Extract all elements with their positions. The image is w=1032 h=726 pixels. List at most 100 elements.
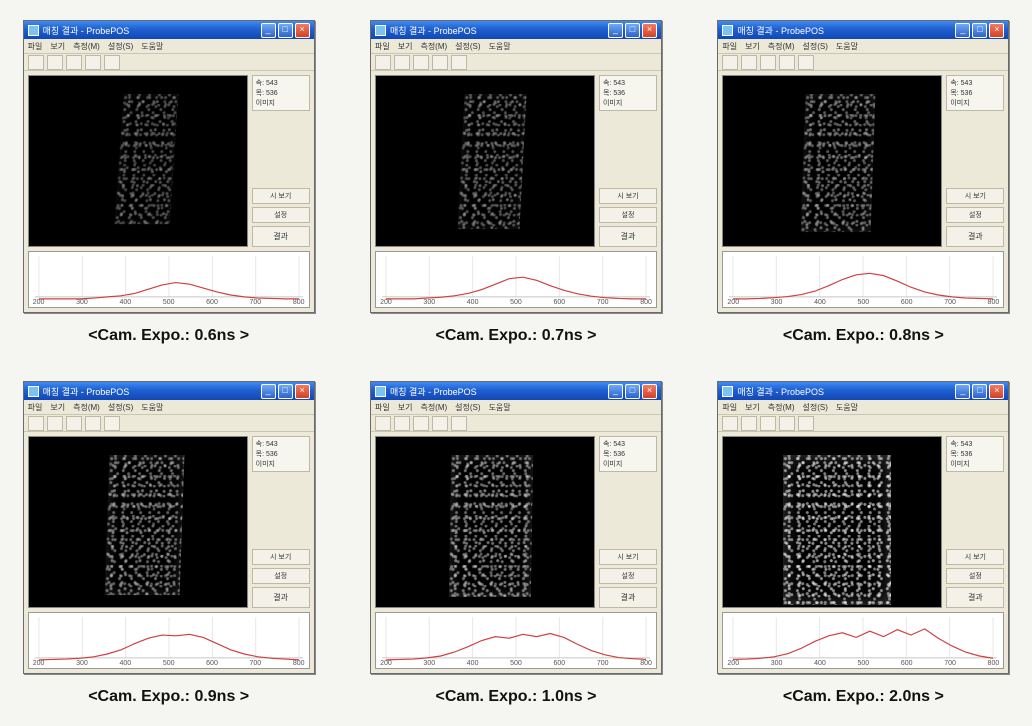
menu-item[interactable]: 파일 bbox=[28, 41, 43, 52]
menu-item[interactable]: 보기 bbox=[398, 402, 413, 413]
toolbar-button[interactable] bbox=[741, 416, 757, 431]
side-button[interactable]: 시 보기 bbox=[252, 549, 310, 565]
result-button[interactable]: 결과 bbox=[946, 226, 1004, 247]
side-button[interactable]: 설정 bbox=[599, 207, 657, 223]
side-button[interactable]: 설정 bbox=[252, 568, 310, 584]
menu-item[interactable]: 파일 bbox=[722, 41, 737, 52]
side-button[interactable]: 시 보기 bbox=[946, 188, 1004, 204]
maximize-button[interactable]: □ bbox=[972, 384, 987, 399]
maximize-button[interactable]: □ bbox=[625, 23, 640, 38]
toolbar-button[interactable] bbox=[394, 55, 410, 70]
toolbar-button[interactable] bbox=[722, 55, 738, 70]
close-button[interactable]: × bbox=[642, 384, 657, 399]
maximize-button[interactable]: □ bbox=[972, 23, 987, 38]
side-button[interactable]: 설정 bbox=[599, 568, 657, 584]
toolbar-button[interactable] bbox=[741, 55, 757, 70]
toolbar-button[interactable] bbox=[432, 55, 448, 70]
close-button[interactable]: × bbox=[295, 384, 310, 399]
side-button[interactable]: 시 보기 bbox=[599, 188, 657, 204]
toolbar-button[interactable] bbox=[798, 416, 814, 431]
toolbar-button[interactable] bbox=[85, 55, 101, 70]
toolbar-button[interactable] bbox=[47, 416, 63, 431]
menu-item[interactable]: 측정(M) bbox=[420, 41, 447, 52]
minimize-button[interactable]: _ bbox=[261, 23, 276, 38]
toolbar-button[interactable] bbox=[760, 416, 776, 431]
menu-item[interactable]: 보기 bbox=[398, 41, 413, 52]
menu-item[interactable]: 도움말 bbox=[489, 402, 511, 413]
menu-item[interactable]: 설정(S) bbox=[803, 402, 828, 413]
toolbar-button[interactable] bbox=[66, 416, 82, 431]
titlebar[interactable]: 매칭 결과 - ProbePOS _ □ × bbox=[718, 382, 1008, 400]
menu-item[interactable]: 도움말 bbox=[141, 41, 163, 52]
toolbar-button[interactable] bbox=[47, 55, 63, 70]
close-button[interactable]: × bbox=[989, 23, 1004, 38]
side-button[interactable]: 설정 bbox=[252, 207, 310, 223]
toolbar-button[interactable] bbox=[432, 416, 448, 431]
toolbar-button[interactable] bbox=[375, 416, 391, 431]
menu-item[interactable]: 측정(M) bbox=[420, 402, 447, 413]
toolbar-button[interactable] bbox=[85, 416, 101, 431]
menu-item[interactable]: 보기 bbox=[745, 402, 760, 413]
minimize-button[interactable]: _ bbox=[261, 384, 276, 399]
menu-item[interactable]: 설정(S) bbox=[455, 402, 480, 413]
menu-item[interactable]: 측정(M) bbox=[73, 41, 100, 52]
titlebar[interactable]: 매칭 결과 - ProbePOS _ □ × bbox=[371, 21, 661, 39]
menu-item[interactable]: 설정(S) bbox=[108, 41, 133, 52]
menu-item[interactable]: 파일 bbox=[375, 41, 390, 52]
menu-item[interactable]: 도움말 bbox=[836, 402, 858, 413]
toolbar-button[interactable] bbox=[779, 55, 795, 70]
toolbar-button[interactable] bbox=[66, 55, 82, 70]
side-button[interactable]: 시 보기 bbox=[946, 549, 1004, 565]
result-button[interactable]: 결과 bbox=[599, 587, 657, 608]
menu-item[interactable]: 설정(S) bbox=[455, 41, 480, 52]
toolbar-button[interactable] bbox=[413, 416, 429, 431]
titlebar[interactable]: 매칭 결과 - ProbePOS _ □ × bbox=[24, 382, 314, 400]
menu-item[interactable]: 파일 bbox=[28, 402, 43, 413]
menu-item[interactable]: 파일 bbox=[375, 402, 390, 413]
menu-item[interactable]: 보기 bbox=[50, 402, 65, 413]
toolbar-button[interactable] bbox=[798, 55, 814, 70]
toolbar-button[interactable] bbox=[28, 55, 44, 70]
menu-item[interactable]: 도움말 bbox=[141, 402, 163, 413]
result-button[interactable]: 결과 bbox=[252, 226, 310, 247]
toolbar-button[interactable] bbox=[104, 55, 120, 70]
toolbar-button[interactable] bbox=[451, 55, 467, 70]
minimize-button[interactable]: _ bbox=[608, 384, 623, 399]
side-button[interactable]: 시 보기 bbox=[599, 549, 657, 565]
toolbar-button[interactable] bbox=[413, 55, 429, 70]
side-button[interactable]: 설정 bbox=[946, 568, 1004, 584]
minimize-button[interactable]: _ bbox=[608, 23, 623, 38]
maximize-button[interactable]: □ bbox=[625, 384, 640, 399]
close-button[interactable]: × bbox=[295, 23, 310, 38]
toolbar-button[interactable] bbox=[451, 416, 467, 431]
close-button[interactable]: × bbox=[642, 23, 657, 38]
toolbar-button[interactable] bbox=[760, 55, 776, 70]
side-button[interactable]: 시 보기 bbox=[252, 188, 310, 204]
minimize-button[interactable]: _ bbox=[955, 23, 970, 38]
minimize-button[interactable]: _ bbox=[955, 384, 970, 399]
menu-item[interactable]: 도움말 bbox=[489, 41, 511, 52]
maximize-button[interactable]: □ bbox=[278, 384, 293, 399]
menu-item[interactable]: 설정(S) bbox=[108, 402, 133, 413]
toolbar-button[interactable] bbox=[28, 416, 44, 431]
result-button[interactable]: 결과 bbox=[252, 587, 310, 608]
menu-item[interactable]: 도움말 bbox=[836, 41, 858, 52]
result-button[interactable]: 결과 bbox=[946, 587, 1004, 608]
menu-item[interactable]: 보기 bbox=[745, 41, 760, 52]
toolbar-button[interactable] bbox=[394, 416, 410, 431]
close-button[interactable]: × bbox=[989, 384, 1004, 399]
result-button[interactable]: 결과 bbox=[599, 226, 657, 247]
toolbar-button[interactable] bbox=[375, 55, 391, 70]
maximize-button[interactable]: □ bbox=[278, 23, 293, 38]
menu-item[interactable]: 측정(M) bbox=[73, 402, 100, 413]
menu-item[interactable]: 측정(M) bbox=[768, 41, 795, 52]
menu-item[interactable]: 보기 bbox=[50, 41, 65, 52]
menu-item[interactable]: 파일 bbox=[722, 402, 737, 413]
toolbar-button[interactable] bbox=[722, 416, 738, 431]
titlebar[interactable]: 매칭 결과 - ProbePOS _ □ × bbox=[24, 21, 314, 39]
side-button[interactable]: 설정 bbox=[946, 207, 1004, 223]
toolbar-button[interactable] bbox=[779, 416, 795, 431]
titlebar[interactable]: 매칭 결과 - ProbePOS _ □ × bbox=[371, 382, 661, 400]
menu-item[interactable]: 측정(M) bbox=[768, 402, 795, 413]
titlebar[interactable]: 매칭 결과 - ProbePOS _ □ × bbox=[718, 21, 1008, 39]
